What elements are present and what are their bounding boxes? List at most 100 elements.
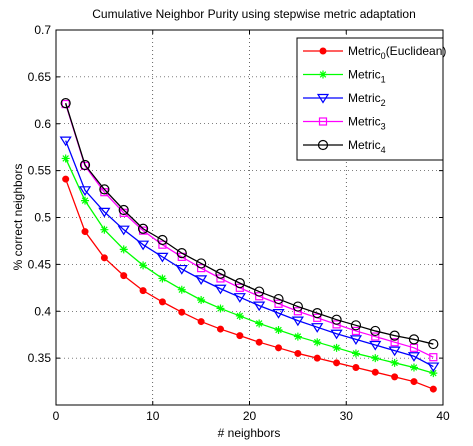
data-point xyxy=(255,292,264,301)
data-point xyxy=(371,368,379,376)
legend-label-subscript: 0 xyxy=(381,51,386,61)
x-tick-label: 0 xyxy=(53,409,60,423)
data-point xyxy=(332,343,341,352)
data-point xyxy=(234,278,245,289)
series-0 xyxy=(62,175,437,393)
legend-marker xyxy=(318,117,328,126)
data-point xyxy=(351,326,361,336)
legend-entry: Metric3 xyxy=(303,115,386,132)
data-point xyxy=(255,319,264,328)
data-point xyxy=(313,313,322,322)
data-point xyxy=(156,252,169,263)
data-point xyxy=(175,264,188,275)
data-point xyxy=(294,349,302,357)
legend-entry: Metric0(Euclidean) xyxy=(303,44,446,61)
data-point xyxy=(215,268,226,279)
data-point xyxy=(197,318,205,326)
y-tick-label: 0.5 xyxy=(34,211,51,225)
x-tick-label: 10 xyxy=(146,409,160,423)
data-point xyxy=(332,320,341,329)
x-tick-label: 20 xyxy=(243,409,257,423)
x-tick-label: 30 xyxy=(340,409,354,423)
data-point xyxy=(349,335,363,346)
legend-label-name: Metric xyxy=(348,68,381,82)
data-point xyxy=(313,338,322,347)
data-point xyxy=(428,338,439,350)
data-point xyxy=(235,311,244,320)
data-point xyxy=(195,275,208,286)
legend-label: Metric0(Euclidean) xyxy=(348,44,446,61)
data-point xyxy=(371,354,380,363)
data-point xyxy=(311,323,324,333)
data-point xyxy=(81,228,89,236)
data-point xyxy=(81,196,90,205)
data-point xyxy=(330,329,343,340)
data-point xyxy=(389,330,400,341)
data-point xyxy=(391,373,399,381)
data-point xyxy=(352,364,360,371)
data-point xyxy=(98,207,111,218)
legend-label-name: Metric xyxy=(348,115,381,129)
legend-label-subscript: 3 xyxy=(381,122,386,132)
legend-entry: Metric2 xyxy=(303,91,386,108)
chart-title: Cumulative Neighbor Purity using stepwis… xyxy=(92,7,416,21)
y-tick-label: 0.35 xyxy=(28,351,52,365)
data-point xyxy=(100,225,109,234)
data-point xyxy=(60,98,71,109)
data-point xyxy=(293,332,302,341)
data-point xyxy=(370,325,381,337)
data-point xyxy=(255,338,263,346)
y-tick-label: 0.6 xyxy=(34,117,51,131)
y-tick-label: 0.4 xyxy=(34,304,51,318)
y-tick-label: 0.7 xyxy=(34,23,51,37)
legend-marker xyxy=(317,139,329,151)
data-point xyxy=(158,298,166,306)
data-point xyxy=(139,261,148,270)
data-point xyxy=(274,299,283,308)
legend-label-subscript: 4 xyxy=(381,145,386,155)
data-point xyxy=(196,258,207,269)
legend-label-subscript: 2 xyxy=(381,98,386,108)
data-point xyxy=(407,352,421,362)
data-point xyxy=(410,378,418,386)
data-point xyxy=(388,346,401,357)
data-point xyxy=(291,316,304,327)
data-point xyxy=(254,286,265,297)
data-point xyxy=(409,363,418,372)
y-tick-label: 0.65 xyxy=(28,70,52,84)
data-point xyxy=(408,334,420,345)
data-point xyxy=(137,223,149,234)
legend-marker xyxy=(319,70,327,79)
data-point xyxy=(99,184,110,195)
data-point xyxy=(273,293,284,305)
data-point xyxy=(158,274,167,283)
data-point xyxy=(272,309,285,319)
legend-entry: Metric1 xyxy=(303,68,386,85)
y-tick-label: 0.45 xyxy=(28,257,52,271)
data-point xyxy=(369,340,382,351)
data-point xyxy=(275,344,283,352)
data-point xyxy=(177,285,186,294)
data-point xyxy=(61,154,70,163)
series-line-1 xyxy=(65,158,434,374)
data-point xyxy=(157,234,168,246)
data-point xyxy=(253,301,266,312)
legend-label-subscript: 1 xyxy=(381,75,386,85)
legend-marker xyxy=(316,93,330,104)
data-point xyxy=(178,308,186,316)
data-point xyxy=(331,314,342,325)
data-point xyxy=(233,293,246,303)
legend-label-name: Metric xyxy=(348,91,381,105)
data-point xyxy=(333,359,341,367)
data-point xyxy=(292,301,303,312)
data-point xyxy=(78,186,92,196)
x-tick-label: 40 xyxy=(436,409,450,423)
data-point xyxy=(429,369,438,378)
y-tick-label: 0.55 xyxy=(28,164,52,178)
data-point xyxy=(158,240,167,249)
data-point xyxy=(79,159,91,171)
data-point xyxy=(216,274,225,283)
series-4 xyxy=(60,98,439,350)
data-point xyxy=(427,362,440,373)
